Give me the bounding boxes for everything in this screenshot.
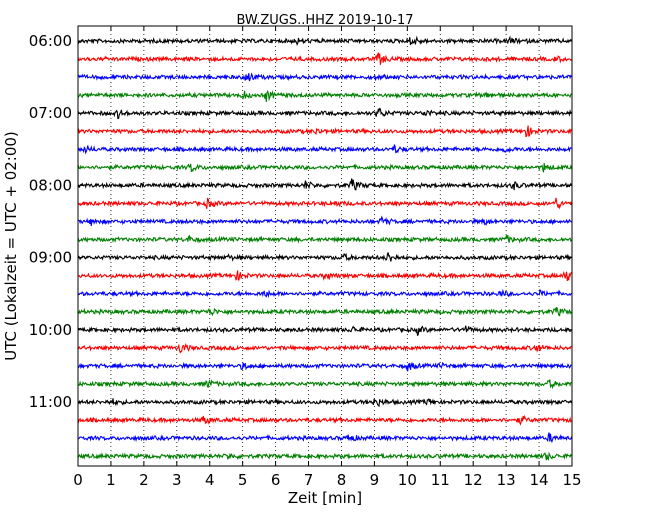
trace-row-0630 [77, 72, 572, 82]
seismic-traces [77, 35, 573, 461]
x-tick-label: 2 [139, 471, 149, 489]
x-tick-label: 12 [464, 471, 483, 489]
x-axis-ticks: 0 1 2 3 4 5 6 7 8 9 10 11 12 13 14 15 [73, 26, 582, 489]
y-tick-label: 11:00 [29, 393, 72, 411]
trace-row-0830 [77, 215, 572, 227]
y-tick-label: 07:00 [29, 104, 72, 122]
trace-row-0700 [77, 107, 572, 120]
chart-title: BW.ZUGS..HHZ 2019-10-17 [236, 13, 413, 28]
trace-row-1045 [77, 379, 572, 390]
trace-row-0645 [77, 89, 572, 102]
trace-row-0715 [77, 125, 572, 138]
trace-row-0745 [77, 162, 573, 173]
trace-row-1030 [77, 361, 572, 372]
trace-row-0900 [77, 252, 572, 262]
x-tick-label: 11 [431, 471, 450, 489]
trace-row-0615 [77, 51, 572, 65]
trace-row-0730 [77, 144, 572, 155]
trace-row-0945 [77, 306, 572, 317]
trace-row-0845 [77, 233, 572, 244]
trace-row-1000 [77, 325, 572, 337]
x-tick-label: 4 [205, 471, 215, 489]
x-tick-label: 6 [271, 471, 281, 489]
x-gridlines [110, 26, 540, 466]
trace-row-0815 [77, 197, 573, 210]
y-tick-label: 10:00 [29, 321, 72, 339]
y-axis-ticks: 06:00 07:00 08:00 09:00 10:00 11:00 [29, 32, 572, 411]
y-tick-label: 08:00 [29, 176, 72, 194]
trace-row-1100 [77, 397, 573, 408]
trace-row-0930 [77, 288, 572, 299]
x-tick-label: 3 [172, 471, 182, 489]
trace-row-1115 [77, 414, 572, 426]
x-tick-label: 1 [106, 471, 116, 489]
plot-frame [77, 25, 573, 467]
y-tick-label: 06:00 [29, 32, 72, 50]
x-tick-label: 14 [530, 471, 549, 489]
y-tick-label: 09:00 [29, 249, 72, 267]
x-tick-label: 9 [370, 471, 380, 489]
x-tick-label: 10 [398, 471, 417, 489]
x-tick-label: 5 [238, 471, 248, 489]
trace-row-0915 [77, 270, 572, 282]
x-tick-label: 8 [337, 471, 347, 489]
trace-row-1130 [77, 432, 573, 444]
trace-row-1015 [77, 342, 572, 354]
x-tick-label: 0 [73, 471, 83, 489]
trace-row-0600 [77, 35, 573, 47]
x-tick-label: 13 [497, 471, 516, 489]
trace-row-0800 [77, 178, 572, 191]
trace-row-1145 [77, 451, 572, 461]
y-axis-label: UTC (Lokalzeit = UTC + 02:00) [2, 131, 20, 361]
x-tick-label: 7 [304, 471, 314, 489]
x-tick-label: 15 [562, 471, 581, 489]
x-axis-label: Zeit [min] [288, 489, 362, 507]
